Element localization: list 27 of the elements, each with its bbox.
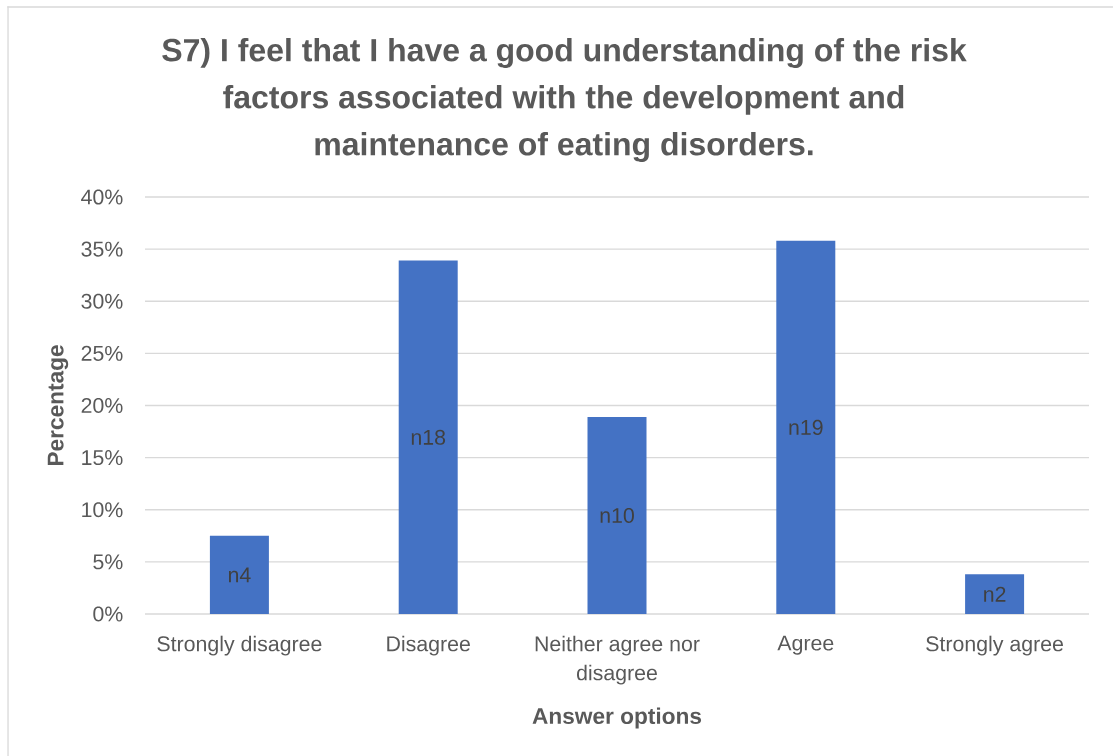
bar — [209, 535, 269, 614]
y-tick-label: 15% — [82, 450, 123, 466]
x-axis-title: Answer options — [532, 707, 702, 729]
data-label: n10 — [600, 507, 634, 524]
bar — [965, 574, 1025, 614]
y-tick-label: 0% — [93, 606, 123, 622]
bar — [587, 416, 647, 614]
data-label: n2 — [984, 586, 1006, 602]
data-label: n19 — [789, 419, 823, 435]
x-tick-label: Strongly disagree — [157, 635, 322, 656]
y-tick-label: 30% — [81, 293, 123, 309]
chart-title: S7) I feel that I have a good understanding of the risk factors associated with the development and maintenance of eating disorders. — [162, 38, 967, 162]
x-tick-label: Neither agree nor disagree — [535, 635, 700, 685]
y-axis-title: Percentage — [47, 345, 69, 466]
x-tick-label: Disagree — [387, 635, 470, 656]
y-tick-label: 40% — [81, 189, 123, 205]
y-tick-label: 25% — [81, 345, 123, 361]
x-tick-label: Strongly agree — [926, 635, 1063, 656]
bar — [398, 260, 458, 614]
data-label: n4 — [228, 567, 251, 583]
x-tick-label: Agree — [777, 635, 834, 655]
y-tick-label: 20% — [81, 397, 123, 414]
y-tick-label: 5% — [93, 554, 123, 570]
y-tick-label: 10% — [82, 502, 123, 518]
data-label: n18 — [411, 429, 446, 445]
y-tick-label: 35% — [81, 241, 123, 257]
bar — [776, 240, 836, 614]
